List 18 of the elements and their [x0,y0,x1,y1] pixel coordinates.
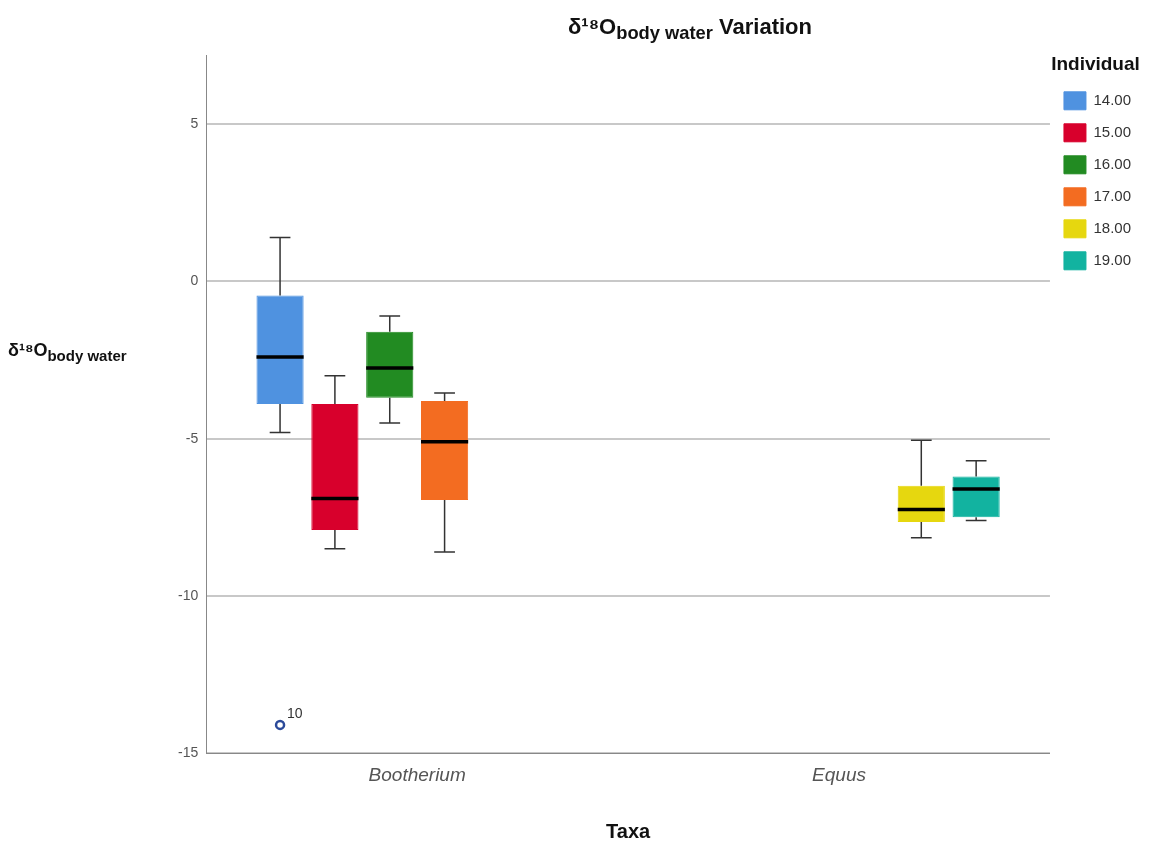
y-tick-label: -10 [178,586,199,603]
x-tick-label: Bootherium [368,763,466,785]
legend-label: 16.00 [1093,154,1132,172]
legend-label: 19.00 [1093,250,1132,268]
legend-label: 14.00 [1093,90,1132,108]
legend-label: 17.00 [1093,186,1132,204]
annotation: 10 [287,704,303,721]
legend-title: Individual [1051,52,1140,74]
y-tick-label: 5 [190,115,199,132]
legend-label: 15.00 [1093,122,1132,140]
x-axis-title: Taxa [606,819,652,842]
chart-title: δ¹⁸O$_{body water}$ Variation [567,14,813,45]
x-tick-label: Equus [812,763,867,785]
y-tick-label: 0 [190,272,199,289]
y-axis-title: δ¹⁸O$_{body water}$ [8,340,128,364]
legend-label: 18.00 [1093,218,1132,236]
y-tick-label: -5 [185,429,199,446]
y-tick-label: -15 [178,744,199,761]
